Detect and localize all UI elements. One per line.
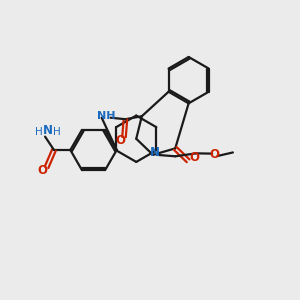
Text: O: O [37, 164, 47, 177]
Text: O: O [190, 151, 200, 164]
Text: N: N [150, 146, 160, 159]
Text: NH: NH [97, 111, 116, 121]
Text: H: H [53, 127, 61, 137]
Text: O: O [209, 148, 220, 161]
Text: N: N [43, 124, 53, 136]
Text: H: H [35, 127, 43, 137]
Text: O: O [116, 134, 125, 146]
